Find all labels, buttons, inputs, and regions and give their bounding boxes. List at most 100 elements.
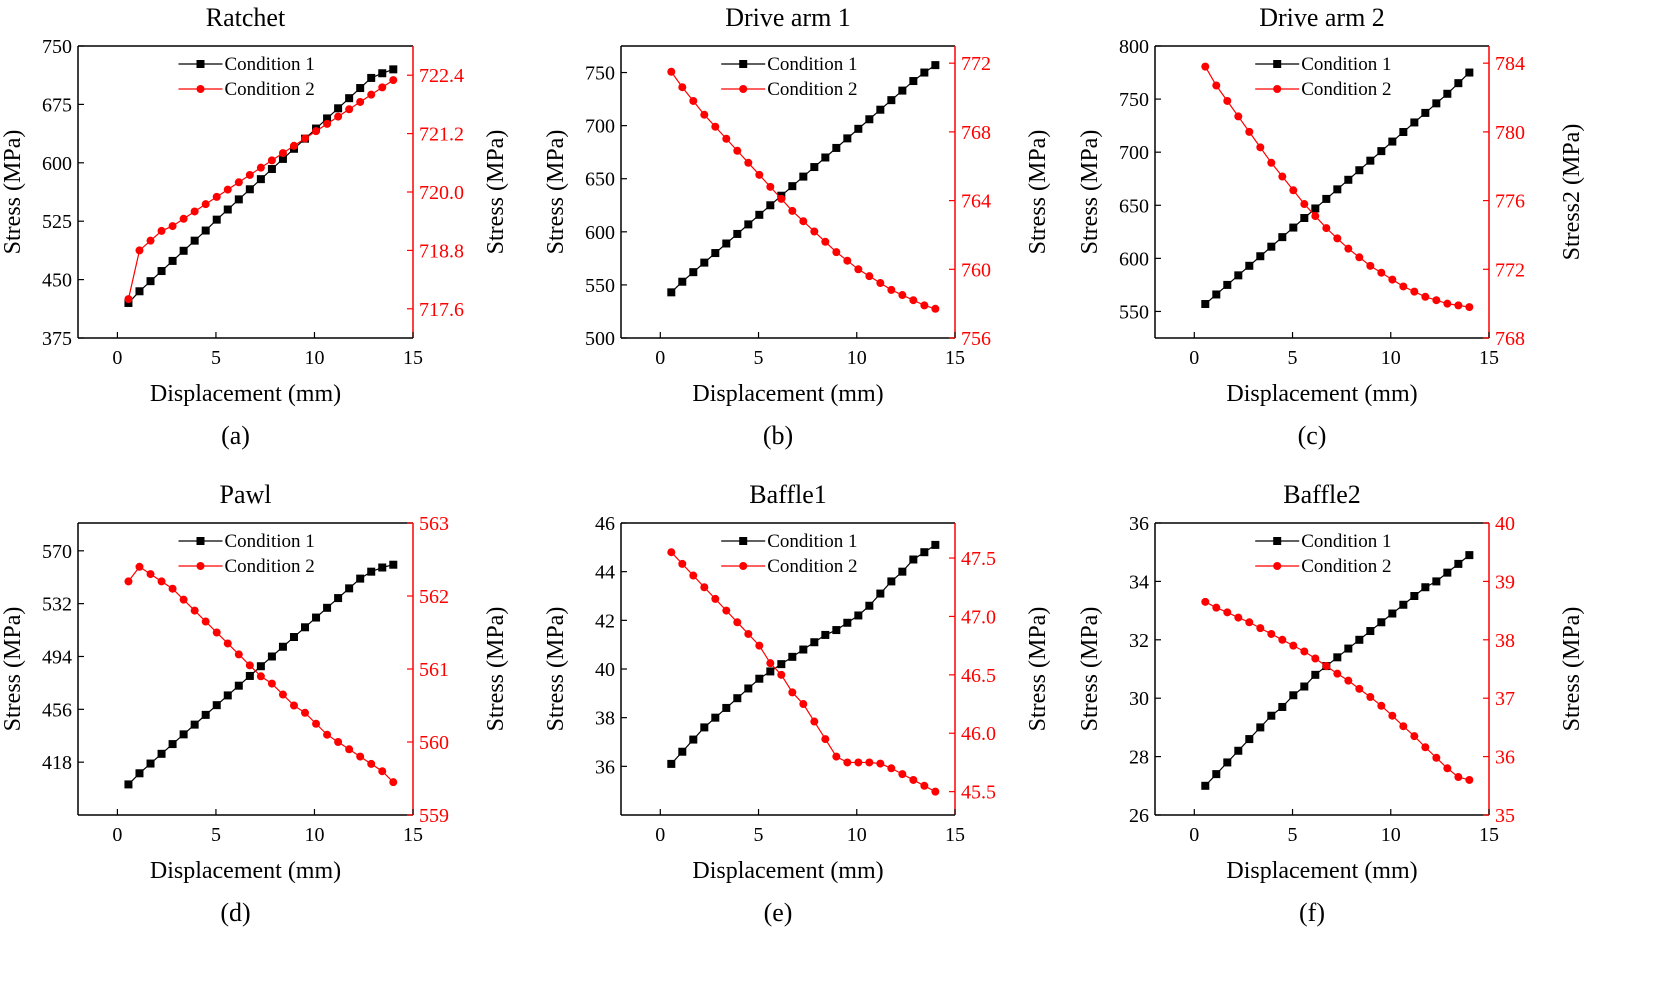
x-tick-label: 5 bbox=[1288, 347, 1298, 369]
y-left-tick-label: 456 bbox=[42, 699, 72, 721]
data-point bbox=[755, 641, 764, 650]
data-point bbox=[777, 660, 786, 669]
data-point bbox=[1366, 693, 1375, 702]
data-point bbox=[1443, 568, 1452, 577]
data-point bbox=[777, 670, 786, 679]
y-left-tick-label: 525 bbox=[42, 211, 72, 233]
data-point bbox=[920, 781, 929, 790]
data-point bbox=[378, 767, 387, 776]
data-point bbox=[898, 567, 907, 576]
data-point bbox=[245, 661, 254, 670]
y-left-tick-label: 532 bbox=[42, 594, 72, 616]
data-point bbox=[201, 710, 210, 719]
legend-marker bbox=[739, 562, 748, 570]
y-left-tick-label: 550 bbox=[1119, 301, 1149, 323]
y-left-tick-label: 800 bbox=[1119, 36, 1149, 58]
legend-marker bbox=[1273, 562, 1282, 570]
data-point bbox=[389, 560, 398, 569]
data-point bbox=[1212, 603, 1221, 612]
data-point bbox=[1377, 268, 1386, 277]
data-point bbox=[1355, 684, 1364, 693]
data-point bbox=[1245, 618, 1254, 627]
x-tick-label: 10 bbox=[1381, 347, 1401, 369]
data-point bbox=[312, 127, 321, 136]
data-point bbox=[898, 770, 907, 779]
data-point bbox=[212, 701, 221, 710]
legend-label: Condition 1 bbox=[225, 531, 315, 552]
series-line-2 bbox=[670, 551, 936, 793]
data-point bbox=[234, 650, 243, 659]
series-line-2 bbox=[670, 71, 936, 310]
y-right-tick-label: 36 bbox=[1495, 747, 1515, 769]
data-point bbox=[256, 672, 265, 681]
y-right-axis-label: Stress (MPa) bbox=[1025, 607, 1051, 732]
data-point bbox=[1432, 99, 1441, 108]
data-point bbox=[1399, 282, 1408, 291]
data-point bbox=[135, 287, 144, 296]
y-left-tick-label: 34 bbox=[1129, 571, 1149, 593]
data-point bbox=[323, 730, 332, 739]
series-line-1 bbox=[128, 68, 394, 304]
y-left-tick-label: 418 bbox=[42, 752, 72, 774]
chart-title: Drive arm 2 bbox=[1259, 3, 1385, 32]
data-point bbox=[367, 759, 376, 768]
y-left-tick-label: 44 bbox=[595, 562, 615, 584]
data-point bbox=[788, 206, 797, 215]
x-tick-label: 0 bbox=[1189, 824, 1199, 846]
data-point bbox=[334, 112, 343, 121]
y-left-axis-label: Stress (MPa) bbox=[0, 607, 26, 732]
data-point bbox=[146, 570, 155, 579]
data-point bbox=[821, 153, 830, 162]
data-point bbox=[909, 77, 918, 86]
legend-marker bbox=[196, 562, 205, 570]
y-right-tick-label: 776 bbox=[1495, 191, 1525, 213]
data-point bbox=[799, 645, 808, 654]
data-point bbox=[1234, 746, 1243, 755]
data-point bbox=[766, 201, 775, 210]
data-point bbox=[157, 749, 166, 758]
data-point bbox=[312, 719, 321, 728]
data-point bbox=[1201, 781, 1210, 790]
data-point bbox=[733, 229, 742, 238]
legend-marker bbox=[196, 60, 205, 68]
data-point bbox=[135, 246, 144, 255]
data-point bbox=[865, 115, 874, 124]
data-point bbox=[190, 207, 199, 216]
data-point bbox=[931, 540, 940, 549]
data-point bbox=[1300, 647, 1309, 656]
data-point bbox=[821, 735, 830, 744]
y-left-tick-label: 650 bbox=[585, 169, 615, 191]
data-point bbox=[179, 730, 188, 739]
data-point bbox=[1245, 735, 1254, 744]
data-point bbox=[898, 291, 907, 300]
data-point bbox=[1212, 770, 1221, 779]
data-point bbox=[1223, 758, 1232, 767]
data-point bbox=[146, 759, 155, 768]
data-point bbox=[799, 217, 808, 226]
chart-title: Baffle2 bbox=[1283, 480, 1361, 509]
data-point bbox=[124, 577, 133, 586]
data-point bbox=[887, 96, 896, 105]
data-point bbox=[1465, 775, 1474, 784]
data-point bbox=[843, 758, 852, 767]
y-left-tick-label: 26 bbox=[1129, 805, 1149, 827]
data-point bbox=[124, 295, 133, 304]
data-point bbox=[733, 146, 742, 155]
data-point bbox=[301, 134, 310, 143]
data-point bbox=[689, 268, 698, 277]
data-point bbox=[711, 594, 720, 603]
data-point bbox=[920, 548, 929, 557]
data-point bbox=[876, 279, 885, 288]
data-point bbox=[345, 584, 354, 593]
data-point bbox=[157, 267, 166, 276]
data-point bbox=[1234, 271, 1243, 280]
data-point bbox=[1399, 722, 1408, 731]
x-tick-label: 0 bbox=[112, 347, 122, 369]
x-tick-label: 0 bbox=[112, 824, 122, 846]
y-left-tick-label: 600 bbox=[1119, 248, 1149, 270]
data-point bbox=[223, 205, 232, 214]
y-right-tick-label: 45.5 bbox=[961, 782, 996, 804]
y-right-axis-label: Stress (MPa) bbox=[1025, 130, 1051, 255]
x-tick-label: 15 bbox=[945, 347, 965, 369]
